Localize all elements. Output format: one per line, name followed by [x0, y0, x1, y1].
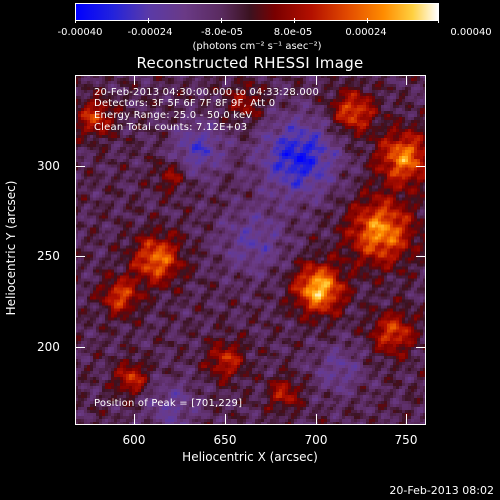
heatmap-image: [75, 75, 426, 425]
y-tick: [75, 256, 85, 257]
colorbar-tick: [367, 18, 368, 23]
colorbar-label: -8.0e-05: [201, 27, 243, 38]
x-tick-top: [316, 75, 317, 85]
colorbar-tick: [75, 18, 76, 23]
x-tick: [316, 414, 317, 424]
y-tick-right: [416, 256, 426, 257]
colorbar-tick: [221, 18, 222, 23]
colorbar-label: 0.00024: [345, 27, 387, 38]
x-tick-label: 600: [122, 433, 146, 447]
y-tick-label: 200: [37, 340, 60, 354]
colorbar-label: 0.00040: [450, 27, 492, 38]
x-tick: [406, 414, 407, 424]
peak-position-label: Position of Peak = [701,229]: [94, 398, 243, 409]
y-tick-right: [416, 347, 426, 348]
y-axis-label: Heliocentric Y (arcsec): [4, 113, 18, 316]
colorbar-label: -0.00024: [127, 27, 173, 38]
detectors-label: Detectors: 3F 5F 6F 7F 8F 9F, Att 0: [94, 98, 276, 109]
timestamp: 20-Feb-2013 08:02: [389, 484, 494, 497]
colorbar-label: 8.0e-05: [273, 27, 313, 38]
x-tick-label: 700: [304, 433, 328, 447]
time-range-label: 20-Feb-2013 04:30:00.000 to 04:33:28.000: [94, 87, 320, 98]
x-tick-label: 650: [213, 433, 237, 447]
colorbar-units: (photons cm⁻² s⁻¹ asec⁻²): [192, 41, 322, 52]
y-axis-label-text: Heliocentric Y (arcsec): [4, 180, 18, 316]
x-tick-top: [134, 75, 135, 85]
plot-area: [75, 75, 426, 425]
x-tick: [225, 414, 226, 424]
colorbar: [75, 3, 439, 21]
y-tick-label: 300: [37, 159, 60, 173]
x-tick-top: [225, 75, 226, 85]
x-axis-label: Heliocentric X (arcsec): [182, 450, 318, 464]
y-tick: [75, 347, 85, 348]
colorbar-tick: [438, 18, 439, 23]
colorbar-tick: [148, 18, 149, 23]
chart-title: Reconstructed RHESSI Image: [136, 54, 364, 72]
colorbar-gradient: [75, 3, 439, 21]
energy-range-label: Energy Range: 25.0 - 50.0 keV: [94, 110, 253, 121]
x-tick: [134, 414, 135, 424]
y-tick-label: 250: [37, 249, 60, 263]
colorbar-tick: [294, 18, 295, 23]
y-tick: [75, 166, 85, 167]
x-tick-top: [406, 75, 407, 85]
y-tick-right: [416, 166, 426, 167]
colorbar-label: -0.00040: [57, 27, 103, 38]
clean-counts-label: Clean Total counts: 7.12E+03: [94, 122, 248, 133]
x-tick-label: 750: [394, 433, 418, 447]
